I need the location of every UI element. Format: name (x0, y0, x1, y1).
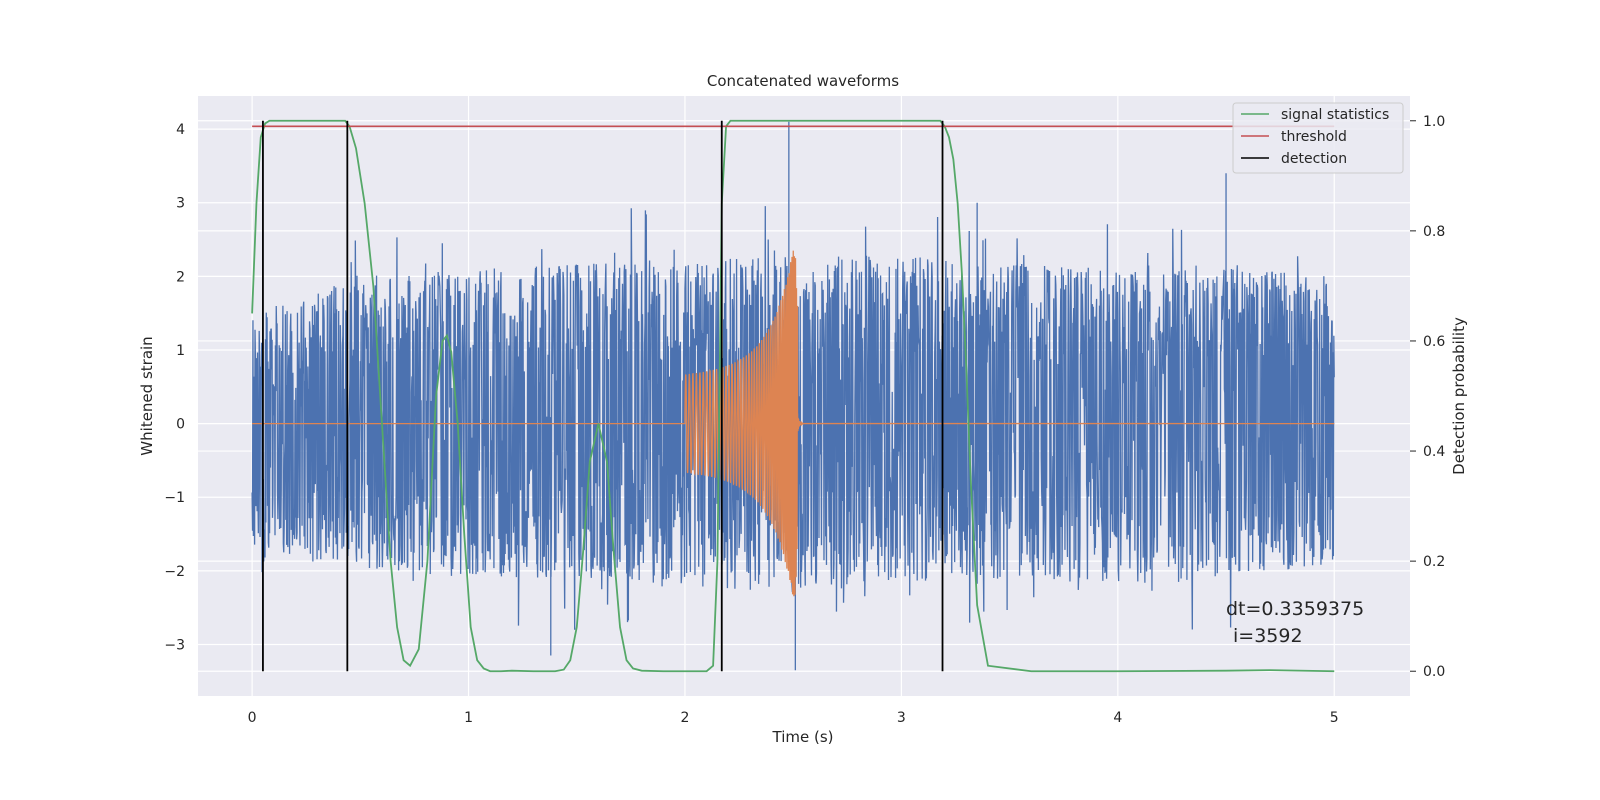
x-axis-label: Time (s) (772, 728, 834, 746)
legend-box (1232, 102, 1404, 174)
y-axis-label: Whitened strain (138, 336, 156, 455)
legend-label-signal-statistics: signal statistics (1281, 107, 1389, 123)
y-tick-label: 1 (176, 343, 185, 359)
chart-title: Concatenated waveforms (707, 72, 899, 90)
y-tick-label: 4 (176, 122, 185, 138)
signal-statistics-line (251, 119, 1335, 673)
x-tick-label: 2 (681, 710, 690, 726)
x-tick-label: 4 (1113, 710, 1122, 726)
x-tick-label: 3 (897, 710, 906, 726)
legend-label-detection: detection (1281, 151, 1347, 167)
y-tick-label: 2 (176, 269, 185, 285)
y2-tick-label: 0.6 (1423, 334, 1445, 350)
legend-label-threshold: threshold (1281, 129, 1347, 145)
x-tick-label: 5 (1330, 710, 1339, 726)
y2-tick-label: 0.2 (1423, 554, 1445, 570)
axes: 0 1 2 3 4 5 −3 −2 −1 0 1 2 3 4 0.0 0.2 0.4 0.6 0.8 1.0 (164, 114, 1445, 726)
x-tick-label: 0 (248, 710, 257, 726)
y-tick-label: −1 (164, 490, 185, 506)
y-tick-label: 3 (176, 196, 185, 212)
y2-tick-label: 0.0 (1423, 664, 1445, 680)
y2-tick-label: 1.0 (1423, 114, 1445, 130)
annotation-i: i=3592 (1233, 625, 1303, 647)
plot-content (251, 119, 1335, 673)
y-tick-label: −2 (164, 564, 185, 580)
y2-tick-label: 0.4 (1423, 444, 1445, 460)
y-tick-label: −3 (164, 637, 185, 653)
legend: signal statistics threshold detection (1232, 102, 1404, 174)
y-tick-label: 0 (176, 417, 185, 433)
waveform-series-line (252, 250, 1335, 597)
y2-axis-label: Detection probability (1450, 317, 1468, 475)
y2-tick-label: 0.8 (1423, 224, 1445, 240)
annotation-dt: dt=0.3359375 (1226, 598, 1364, 620)
x-tick-label: 1 (464, 710, 473, 726)
